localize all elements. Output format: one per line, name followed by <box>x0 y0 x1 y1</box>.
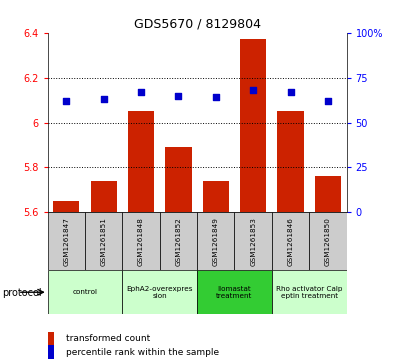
Text: transformed count: transformed count <box>66 334 151 343</box>
Text: GSM1261852: GSM1261852 <box>176 217 181 266</box>
Bar <box>85 212 122 270</box>
Text: GSM1261847: GSM1261847 <box>63 217 69 266</box>
Text: GSM1261846: GSM1261846 <box>288 217 293 266</box>
Point <box>175 93 182 98</box>
Text: GSM1261849: GSM1261849 <box>213 217 219 266</box>
Text: GSM1261851: GSM1261851 <box>101 217 107 266</box>
Bar <box>122 212 160 270</box>
Bar <box>315 176 341 212</box>
Bar <box>128 111 154 212</box>
Bar <box>277 111 303 212</box>
Bar <box>90 181 117 212</box>
Bar <box>272 212 309 270</box>
Point <box>100 96 107 102</box>
Point <box>63 98 70 104</box>
Bar <box>203 181 229 212</box>
Text: GSM1261853: GSM1261853 <box>250 217 256 266</box>
Bar <box>48 270 122 314</box>
Point <box>212 94 219 100</box>
Point <box>287 89 294 95</box>
Bar <box>272 270 347 314</box>
Point <box>325 98 331 104</box>
Bar <box>48 212 85 270</box>
Text: Rho activator Calp
eptin treatment: Rho activator Calp eptin treatment <box>276 286 342 299</box>
Point <box>138 89 144 95</box>
Bar <box>160 212 197 270</box>
Text: Ilomastat
treatment: Ilomastat treatment <box>216 286 253 299</box>
Text: GSM1261850: GSM1261850 <box>325 217 331 266</box>
Text: protocol: protocol <box>2 288 42 298</box>
Bar <box>197 212 234 270</box>
Bar <box>234 212 272 270</box>
Text: control: control <box>73 289 98 295</box>
Bar <box>309 212 347 270</box>
Bar <box>53 201 80 212</box>
Bar <box>240 40 266 212</box>
Title: GDS5670 / 8129804: GDS5670 / 8129804 <box>134 17 261 30</box>
Text: EphA2-overexpres
sion: EphA2-overexpres sion <box>127 286 193 299</box>
Text: percentile rank within the sample: percentile rank within the sample <box>66 348 220 356</box>
Text: GSM1261848: GSM1261848 <box>138 217 144 266</box>
Bar <box>165 147 191 212</box>
Bar <box>122 270 197 314</box>
Point <box>250 87 256 93</box>
Bar <box>197 270 272 314</box>
